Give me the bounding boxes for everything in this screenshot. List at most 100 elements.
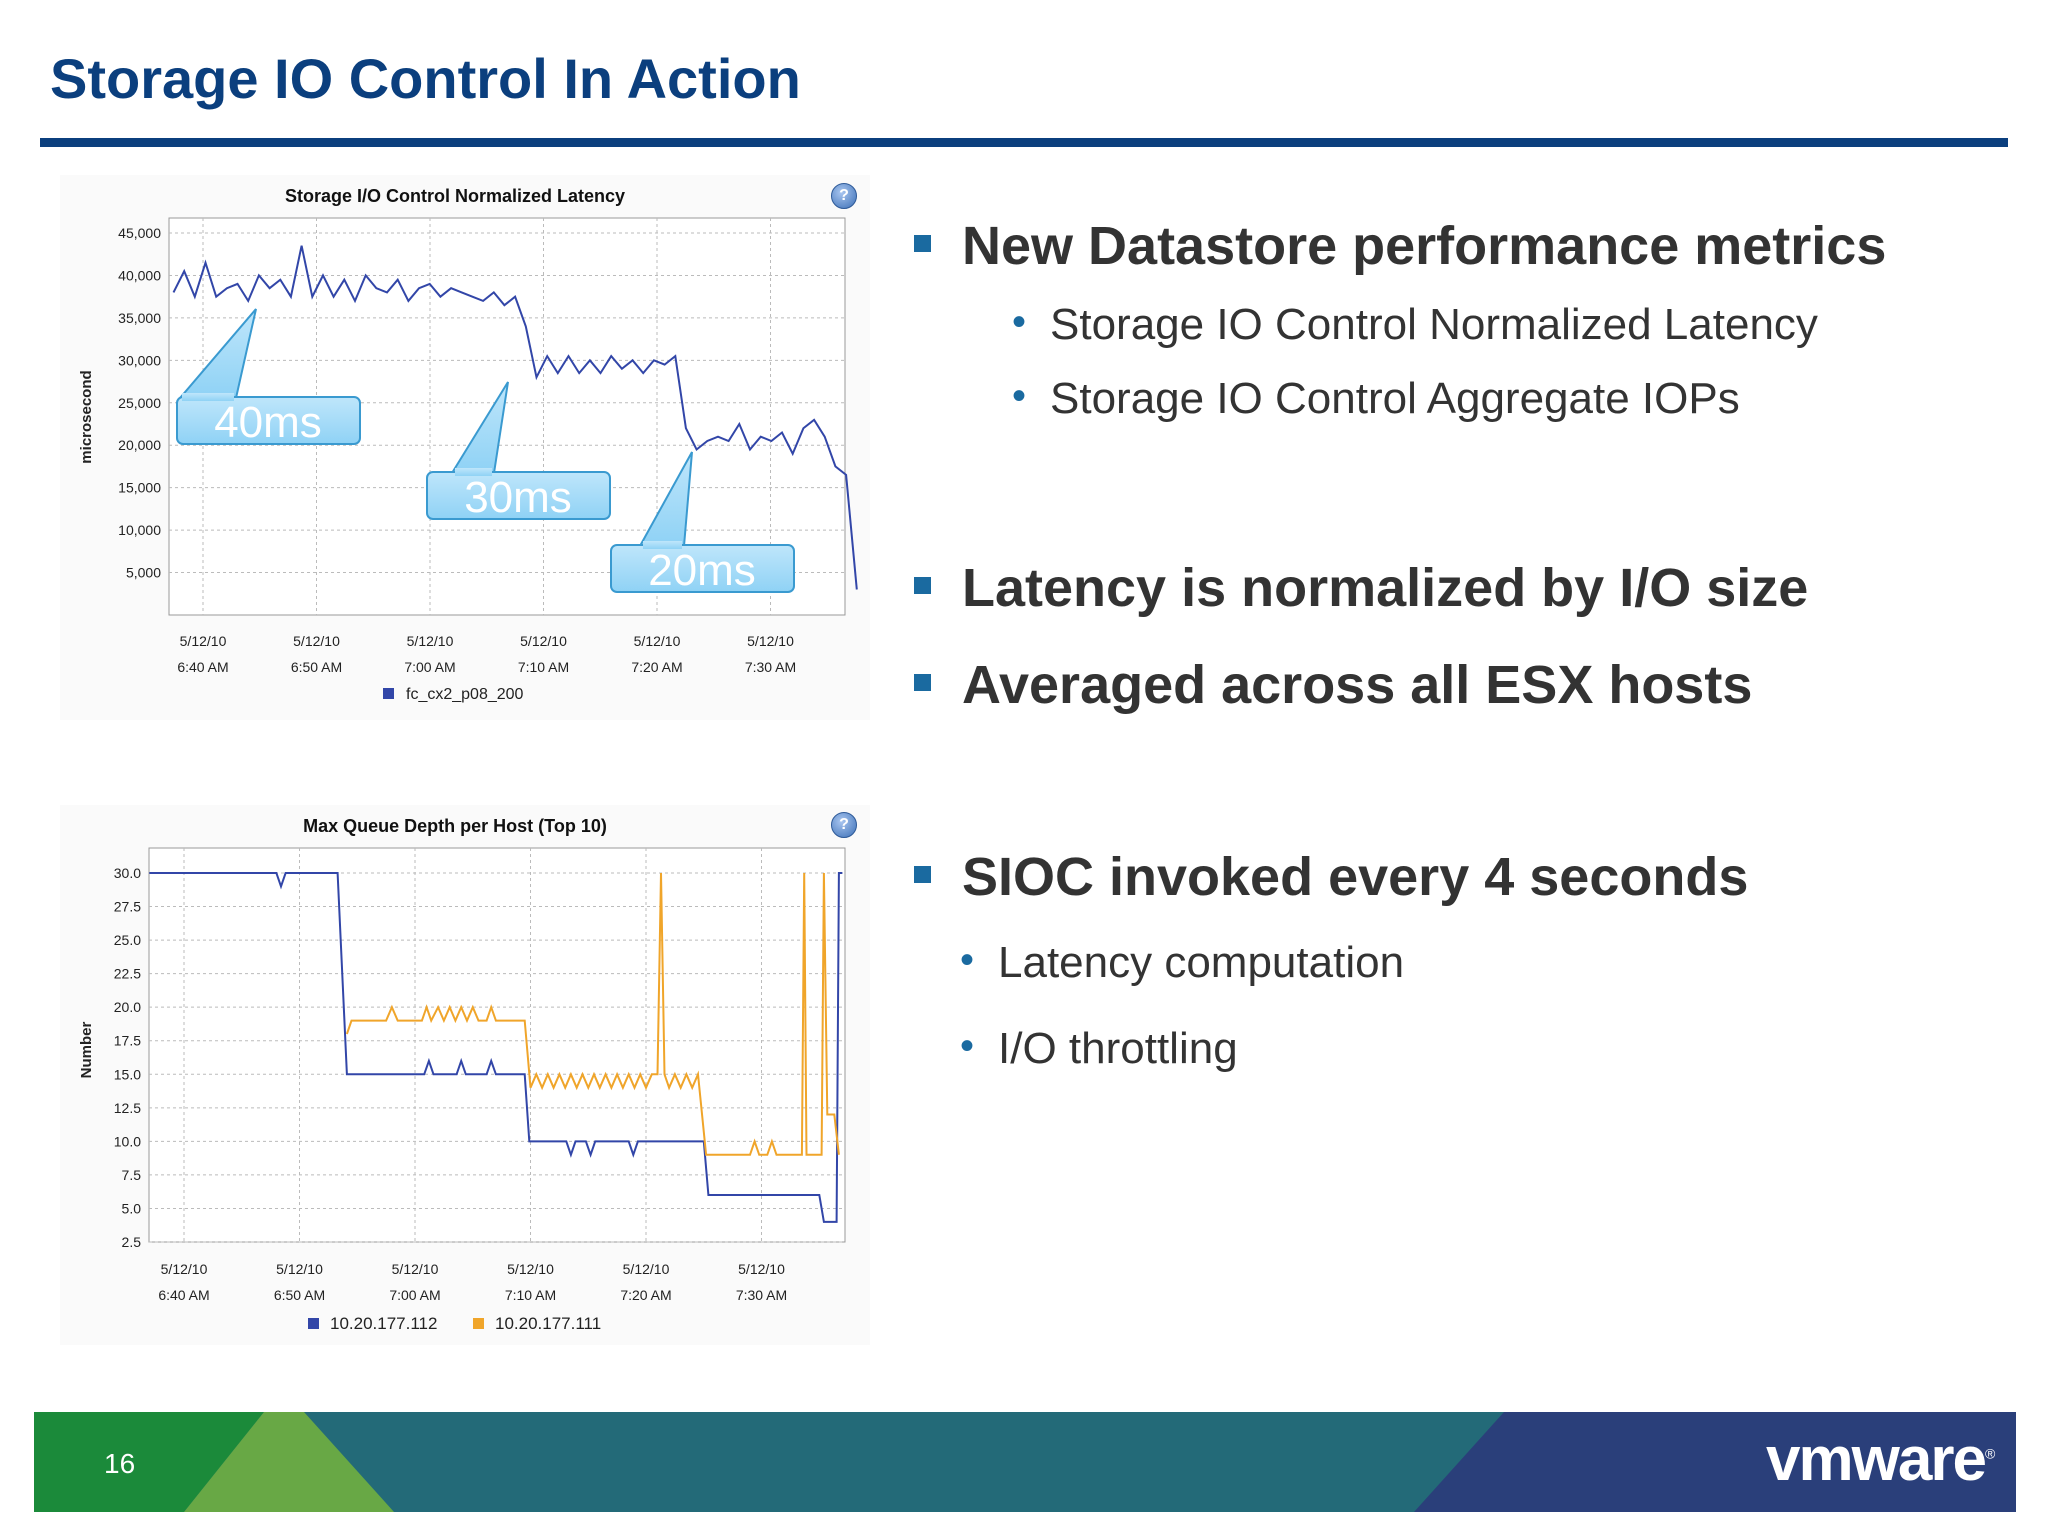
bullet-dot-icon: • xyxy=(960,1024,975,1068)
queue-depth-chart-help-icon[interactable]: ? xyxy=(831,812,857,838)
y-tick-label: 25,000 xyxy=(118,395,161,411)
footer-graphic xyxy=(34,1412,2016,1512)
bullet-sioc-invoked: SIOC invoked every 4 seconds xyxy=(914,846,1749,908)
legend-label: 10.20.177.112 xyxy=(330,1314,437,1333)
callout-20ms-label: 20ms xyxy=(648,546,756,595)
x-tick-time: 7:00 AM xyxy=(389,1287,440,1303)
sub-bullet-io-throttling: • I/O throttling xyxy=(960,1024,1238,1074)
queue-depth-chart: Max Queue Depth per Host (Top 10) 30.0 27.… xyxy=(78,816,846,1333)
x-tick-time: 7:20 AM xyxy=(631,659,682,675)
series-line-fc_cx2_p08_200 xyxy=(172,245,858,590)
y-tick-label: 2.5 xyxy=(122,1234,142,1250)
bullet-new-metrics-text: New Datastore performance metrics xyxy=(962,216,1887,276)
bullet-square-icon xyxy=(914,577,931,594)
y-tick-label: 45,000 xyxy=(118,225,161,241)
sub-bullet-normalized-latency: • Storage IO Control Normalized Latency xyxy=(1012,300,1818,350)
y-tick-label: 15,000 xyxy=(118,480,161,496)
y-tick-label: 10,000 xyxy=(118,522,161,538)
x-tick-time: 6:50 AM xyxy=(291,659,342,675)
x-tick-time: 6:50 AM xyxy=(274,1287,325,1303)
bullet-sioc-text: SIOC invoked every 4 seconds xyxy=(962,847,1749,907)
legend-swatch xyxy=(308,1318,319,1329)
y-tick-label: 35,000 xyxy=(118,310,161,326)
series-line-10-20-177-112 xyxy=(149,872,843,1223)
y-tick-label: 5,000 xyxy=(126,565,161,581)
legend-label: fc_cx2_p08_200 xyxy=(406,686,524,703)
logo-text: vmware xyxy=(1766,1425,1987,1494)
title-rule xyxy=(40,138,2008,147)
legend-swatch xyxy=(383,688,394,699)
bullet-square-icon xyxy=(914,235,931,252)
y-tick-label: 22.5 xyxy=(114,966,141,982)
y-axis-label: microsecond xyxy=(78,370,95,463)
chart-title: Storage I/O Control Normalized Latency xyxy=(285,186,625,206)
legend-label: 10.20.177.111 xyxy=(495,1314,601,1333)
y-tick-label: 30,000 xyxy=(118,352,161,368)
bullet-averaged-across-hosts: Averaged across all ESX hosts xyxy=(914,654,1753,716)
legend-swatch xyxy=(473,1318,484,1329)
bullet-normalized-text: Latency is normalized by I/O size xyxy=(962,558,1809,618)
y-tick-label: 17.5 xyxy=(114,1033,141,1049)
sub-bullet-text: I/O throttling xyxy=(998,1024,1238,1073)
page-number: 16 xyxy=(104,1448,136,1479)
x-tick-date: 5/12/10 xyxy=(276,1261,323,1277)
x-tick-time: 7:10 AM xyxy=(505,1287,556,1303)
y-tick-label: 7.5 xyxy=(122,1167,142,1183)
sub-bullet-latency-computation: • Latency computation xyxy=(960,938,1405,988)
x-tick-date: 5/12/10 xyxy=(161,1261,208,1277)
x-tick-time: 7:10 AM xyxy=(518,659,569,675)
chart-title: Max Queue Depth per Host (Top 10) xyxy=(303,816,607,836)
y-axis-label: Number xyxy=(78,1022,95,1079)
bullet-normalized-by-io-size: Latency is normalized by I/O size xyxy=(914,557,1809,619)
callouts-layer: 40ms 30ms 20ms xyxy=(176,308,795,595)
slide-title: Storage IO Control In Action xyxy=(50,47,801,110)
y-tick-label: 30.0 xyxy=(114,865,141,881)
latency-chart-help-icon[interactable]: ? xyxy=(831,183,857,209)
x-tick-date: 5/12/10 xyxy=(747,633,794,649)
bullet-square-icon xyxy=(914,674,931,691)
bullet-averaged-text: Averaged across all ESX hosts xyxy=(962,655,1753,715)
x-tick-date: 5/12/10 xyxy=(180,633,227,649)
sub-bullet-aggregate-iops: • Storage IO Control Aggregate IOPs xyxy=(1012,374,1740,424)
x-tick-time: 7:30 AM xyxy=(745,659,796,675)
callout-40ms: 40ms xyxy=(176,308,361,447)
plot-area xyxy=(148,847,846,1243)
callout-40ms-label: 40ms xyxy=(214,398,322,447)
x-tick-date: 5/12/10 xyxy=(520,633,567,649)
y-tick-label: 12.5 xyxy=(114,1100,141,1116)
x-tick-date: 5/12/10 xyxy=(293,633,340,649)
x-tick-date: 5/12/10 xyxy=(407,633,454,649)
x-tick-date: 5/12/10 xyxy=(392,1261,439,1277)
x-tick-date: 5/12/10 xyxy=(507,1261,554,1277)
bullet-dot-icon: • xyxy=(1012,300,1027,344)
vmware-logo: vmware® xyxy=(1766,1425,1996,1494)
x-tick-time: 7:20 AM xyxy=(620,1287,671,1303)
y-tick-label: 40,000 xyxy=(118,267,161,283)
y-tick-label: 5.0 xyxy=(122,1200,142,1216)
y-tick-label: 20.0 xyxy=(114,999,141,1015)
queue-depth-chart-panel: Max Queue Depth per Host (Top 10) 30.0 27.… xyxy=(60,805,870,1345)
bullet-dot-icon: • xyxy=(1012,374,1027,418)
x-tick-date: 5/12/10 xyxy=(623,1261,670,1277)
x-tick-time: 7:30 AM xyxy=(736,1287,787,1303)
y-tick-label: 27.5 xyxy=(114,899,141,915)
y-tick-label: 15.0 xyxy=(114,1066,141,1082)
x-tick-date: 5/12/10 xyxy=(634,633,681,649)
callout-30ms-label: 30ms xyxy=(464,473,572,522)
y-tick-label: 10.0 xyxy=(114,1133,141,1149)
y-tick-label: 20,000 xyxy=(118,437,161,453)
footer-band xyxy=(34,1412,2016,1512)
callout-30ms: 30ms xyxy=(426,381,611,522)
x-tick-time: 7:00 AM xyxy=(404,659,455,675)
bullet-new-metrics: New Datastore performance metrics xyxy=(914,215,1887,277)
callout-20ms: 20ms xyxy=(610,451,795,595)
sub-bullet-text: Storage IO Control Normalized Latency xyxy=(1050,300,1818,349)
bullet-dot-icon: • xyxy=(960,938,975,982)
sub-bullet-text: Latency computation xyxy=(998,938,1405,987)
series-line-10-20-177-111 xyxy=(345,872,840,1156)
y-tick-label: 25.0 xyxy=(114,932,141,948)
x-tick-time: 6:40 AM xyxy=(177,659,228,675)
x-tick-date: 5/12/10 xyxy=(738,1261,785,1277)
x-tick-time: 6:40 AM xyxy=(158,1287,209,1303)
sub-bullet-text: Storage IO Control Aggregate IOPs xyxy=(1050,374,1740,423)
